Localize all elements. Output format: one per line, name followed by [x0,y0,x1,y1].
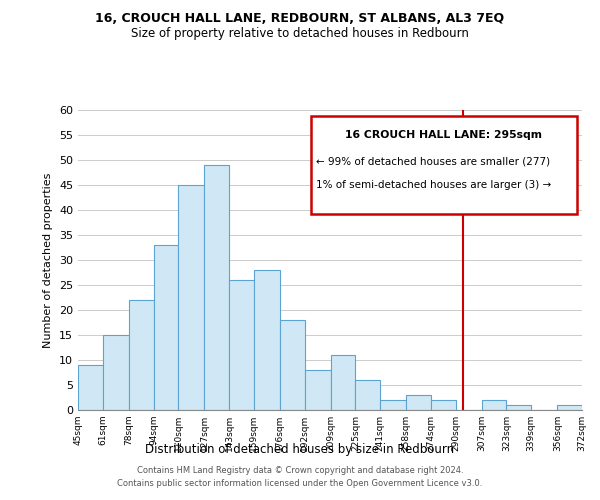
Bar [178,185,205,410]
Bar [482,400,506,410]
Bar [154,245,178,410]
Bar [557,405,582,410]
Bar [103,335,129,410]
Text: Contains HM Land Registry data © Crown copyright and database right 2024.
Contai: Contains HM Land Registry data © Crown c… [118,466,482,487]
Bar [254,270,280,410]
FancyBboxPatch shape [311,116,577,214]
Bar [78,365,103,410]
Y-axis label: Number of detached properties: Number of detached properties [43,172,53,348]
Bar [305,370,331,410]
Bar [205,165,229,410]
Bar [406,395,431,410]
Bar [280,320,305,410]
Text: ← 99% of detached houses are smaller (277): ← 99% of detached houses are smaller (27… [316,156,550,166]
Text: 16, CROUCH HALL LANE, REDBOURN, ST ALBANS, AL3 7EQ: 16, CROUCH HALL LANE, REDBOURN, ST ALBAN… [95,12,505,26]
Bar [380,400,406,410]
Bar [331,355,355,410]
Bar [431,400,455,410]
Bar [229,280,254,410]
Bar [506,405,531,410]
Text: 1% of semi-detached houses are larger (3) →: 1% of semi-detached houses are larger (3… [316,180,551,190]
Text: 16 CROUCH HALL LANE: 295sqm: 16 CROUCH HALL LANE: 295sqm [346,130,542,140]
Bar [129,300,154,410]
Bar [355,380,380,410]
Text: Distribution of detached houses by size in Redbourn: Distribution of detached houses by size … [145,442,455,456]
Text: Size of property relative to detached houses in Redbourn: Size of property relative to detached ho… [131,28,469,40]
